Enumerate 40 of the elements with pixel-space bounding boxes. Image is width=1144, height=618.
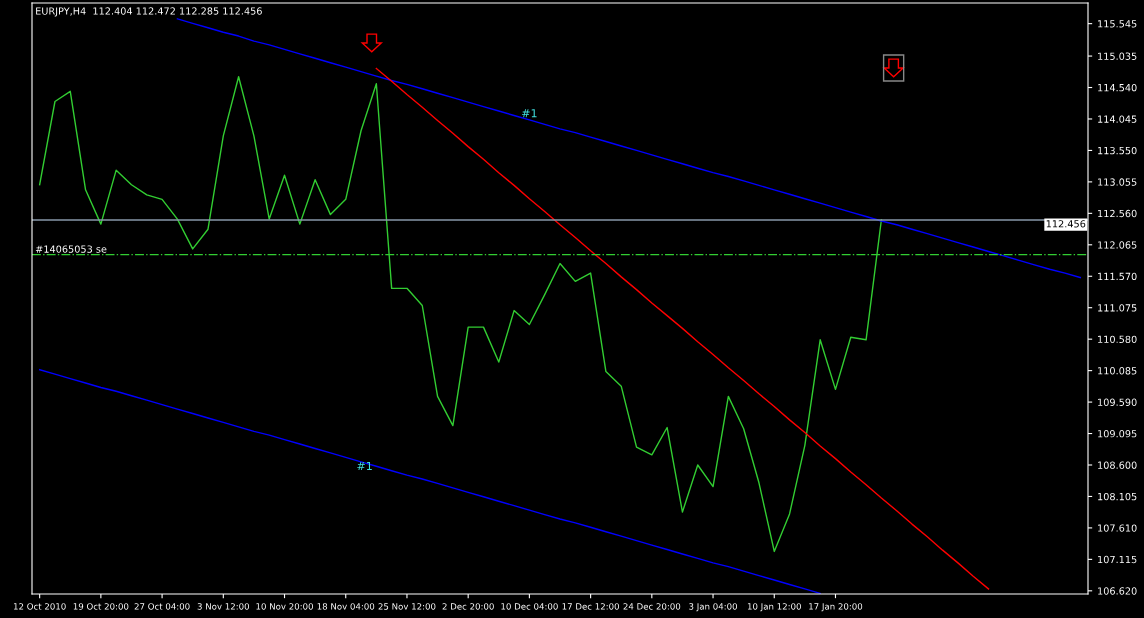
line-series <box>38 368 821 594</box>
y-tick-label: 111.570 <box>1098 272 1137 281</box>
x-tick-label: 19 Oct 20:00 <box>73 603 129 610</box>
x-tick-label: 10 Dec 04:00 <box>501 603 558 610</box>
x-tick-label: 25 Nov 12:00 <box>378 603 436 610</box>
x-tick-label: 3 Jan 04:00 <box>689 603 737 612</box>
x-tick-label: 17 Dec 12:00 <box>562 603 619 610</box>
y-tick-label: 108.105 <box>1098 492 1137 501</box>
y-tick-label: 112.065 <box>1098 241 1137 249</box>
y-tick-label: 107.115 <box>1098 555 1137 564</box>
ref-line-label: 112.456 <box>1046 220 1086 228</box>
y-tick-label: 115.035 <box>1098 52 1137 60</box>
y-tick-label: 115.545 <box>1098 20 1137 28</box>
x-tick-label: 10 Nov 20:00 <box>256 603 313 610</box>
y-tick-label: 110.085 <box>1098 367 1137 375</box>
x-tick-label: 27 Oct 04:00 <box>134 603 190 610</box>
y-tick-label: 109.095 <box>1098 430 1137 438</box>
x-tick-label: 18 Nov 04:00 <box>317 603 375 610</box>
y-tick-label: 109.590 <box>1098 398 1137 406</box>
y-tick-label: 111.075 <box>1098 304 1137 312</box>
x-tick-label: 17 Jan 20:00 <box>809 603 863 612</box>
x-tick-label: 2 Dec 20:00 <box>442 603 494 610</box>
y-tick-label: 107.610 <box>1098 524 1137 532</box>
chart-title: EURJPY,H4 112.404 112.472 112.285 112.456 <box>36 7 262 17</box>
annotation: #1 <box>522 109 537 118</box>
y-tick-label: 106.620 <box>1098 587 1137 595</box>
ref-line-label: #14065053 se <box>35 245 107 253</box>
y-tick-label: 110.580 <box>1098 335 1137 343</box>
line-series <box>375 67 990 590</box>
y-tick-label: 114.540 <box>1098 84 1137 92</box>
x-tick-label: 12 Oct 2010 <box>13 603 66 610</box>
y-tick-label: 113.550 <box>1098 146 1137 155</box>
y-tick-label: 113.055 <box>1098 178 1137 186</box>
y-tick-label: 112.560 <box>1098 209 1137 218</box>
y-tick-label: 114.045 <box>1098 115 1137 123</box>
x-tick-label: 10 Jan 12:00 <box>747 603 801 612</box>
annotation: #1 <box>357 461 372 470</box>
x-tick-label: 3 Nov 12:00 <box>197 603 250 610</box>
y-tick-label: 108.600 <box>1098 461 1137 469</box>
x-tick-label: 24 Dec 20:00 <box>623 603 681 610</box>
